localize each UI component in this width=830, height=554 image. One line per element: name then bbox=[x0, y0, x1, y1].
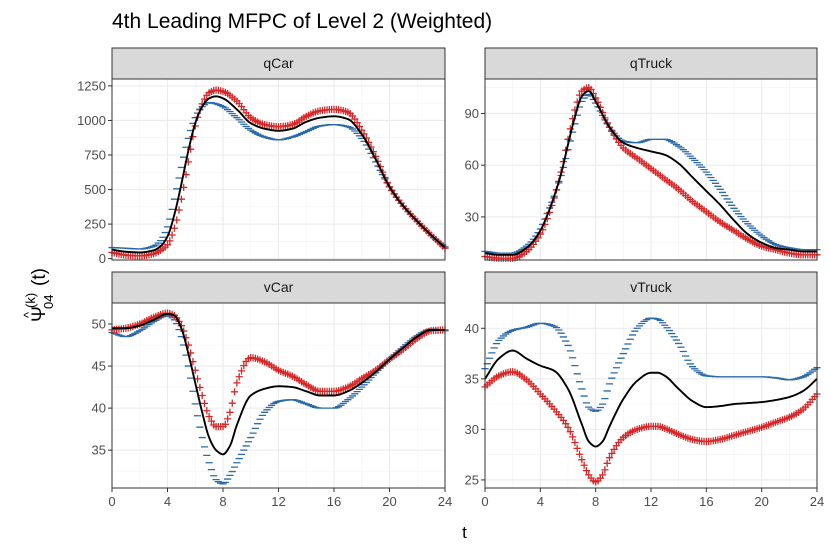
panel-body: 30 60 90 bbox=[465, 78, 821, 262]
y-tick-label: 30 bbox=[465, 422, 479, 437]
x-tick-label: 4 bbox=[164, 494, 171, 509]
panel-body: 25 30 35 40 0 4 8 12 16 20 24 bbox=[465, 302, 824, 509]
strip-background bbox=[484, 271, 818, 304]
y-tick-label: 50 bbox=[92, 317, 106, 332]
panel-body: 0 250 500 750 1000 1250 bbox=[77, 78, 449, 266]
panel-qcar: qCar 0 250 500 750 1000 1250 bbox=[77, 47, 449, 266]
y-tick-label: 750 bbox=[84, 147, 106, 162]
strip-label: qTruck bbox=[630, 55, 673, 71]
x-tick-label: 12 bbox=[644, 494, 658, 509]
y-tick-label: 1000 bbox=[77, 113, 106, 128]
x-tick-label: 8 bbox=[592, 494, 599, 509]
series-mean-line bbox=[484, 349, 818, 448]
x-tick-label: 20 bbox=[754, 494, 768, 509]
y-axis-subscript: 04 bbox=[41, 295, 56, 309]
panel-body: 35 40 45 50 0 4 8 12 16 20 24 bbox=[92, 302, 452, 509]
y-axis-hat: ^ bbox=[21, 311, 36, 318]
x-tick-label: 0 bbox=[108, 494, 115, 509]
y-tick-label: 0 bbox=[99, 251, 106, 266]
y-tick-label: 45 bbox=[92, 359, 106, 374]
series-mean-line bbox=[484, 90, 817, 256]
y-tick-label: 30 bbox=[465, 209, 479, 224]
y-tick-label: 40 bbox=[465, 321, 479, 336]
y-axis-symbol: Ψ bbox=[29, 306, 50, 322]
strip-background bbox=[111, 271, 446, 304]
strip-background bbox=[111, 47, 446, 80]
y-tick-label: 40 bbox=[92, 401, 106, 416]
x-tick-label: 12 bbox=[271, 494, 285, 509]
y-tick-label: 500 bbox=[84, 182, 106, 197]
y-axis-suffix: (t) bbox=[29, 268, 50, 286]
x-tick-label: 24 bbox=[438, 494, 452, 509]
y-axis-title: ^ Ψ (k) 04 (t) bbox=[21, 268, 56, 322]
panel-qtruck: qTruck 30 60 90 bbox=[465, 47, 821, 262]
strip-label: vCar bbox=[264, 279, 294, 295]
y-tick-label: 90 bbox=[465, 106, 479, 121]
strip-label: vTruck bbox=[630, 279, 672, 295]
x-tick-label: 4 bbox=[537, 494, 544, 509]
y-tick-label: 35 bbox=[465, 371, 479, 386]
panel-vcar: vCar 35 40 45 50 0 4 8 12 16 20 24 bbox=[92, 271, 452, 509]
y-tick-label: 250 bbox=[84, 217, 106, 232]
x-tick-label: 16 bbox=[327, 494, 341, 509]
strip-label: qCar bbox=[263, 55, 294, 71]
y-tick-label: 1250 bbox=[77, 78, 106, 93]
series-mean-line bbox=[111, 95, 446, 254]
panel-vtruck: vTruck 25 30 35 40 0 4 8 12 16 20 24 bbox=[465, 271, 824, 509]
strip-background bbox=[484, 47, 818, 80]
y-axis-superscript: (k) bbox=[23, 293, 38, 308]
series-mean-line bbox=[112, 312, 445, 456]
y-tick-label: 35 bbox=[92, 443, 106, 458]
x-tick-label: 0 bbox=[481, 494, 488, 509]
panel-border bbox=[484, 78, 818, 261]
x-axis-title: t bbox=[462, 523, 467, 542]
y-tick-label: 60 bbox=[465, 158, 479, 173]
panel-border bbox=[111, 78, 446, 261]
chart-title: 4th Leading MFPC of Level 2 (Weighted) bbox=[112, 10, 492, 33]
x-tick-label: 16 bbox=[699, 494, 713, 509]
x-tick-label: 24 bbox=[810, 494, 824, 509]
x-tick-label: 20 bbox=[382, 494, 396, 509]
y-tick-label: 25 bbox=[465, 472, 479, 487]
x-tick-label: 8 bbox=[219, 494, 226, 509]
